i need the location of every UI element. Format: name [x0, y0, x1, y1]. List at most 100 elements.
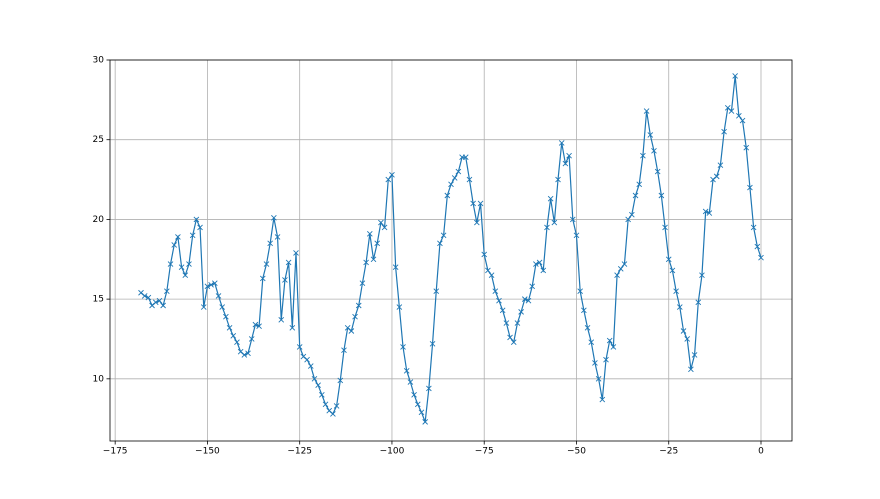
data-marker — [440, 232, 447, 239]
data-marker — [739, 117, 746, 124]
y-tick-label: 25 — [93, 135, 104, 145]
data-marker — [293, 250, 299, 256]
data-marker — [200, 304, 207, 310]
data-marker — [392, 264, 399, 271]
data-marker — [474, 219, 480, 226]
data-marker — [304, 356, 310, 363]
data-marker — [717, 162, 724, 169]
data-marker — [499, 307, 506, 314]
data-marker — [470, 200, 476, 207]
data-marker — [252, 321, 259, 328]
data-marker — [451, 175, 458, 181]
data-marker — [407, 379, 414, 385]
data-marker — [385, 176, 392, 183]
data-marker — [337, 377, 344, 384]
data-marker — [732, 73, 738, 79]
data-marker — [189, 232, 196, 239]
data-marker — [330, 411, 336, 417]
x-tick-label: −150 — [195, 447, 220, 457]
data-marker — [355, 302, 362, 309]
data-marker — [267, 240, 273, 247]
data-marker — [363, 259, 369, 266]
data-marker — [333, 403, 340, 409]
data-marker — [197, 224, 203, 231]
data-marker — [673, 288, 679, 294]
data-marker — [518, 309, 524, 315]
data-marker — [411, 391, 417, 398]
data-marker — [296, 344, 303, 350]
data-marker — [536, 259, 543, 266]
data-marker — [282, 277, 288, 283]
data-marker — [540, 267, 547, 274]
data-marker — [230, 332, 237, 339]
data-marker — [577, 288, 583, 294]
data-marker — [164, 288, 170, 294]
data-marker — [429, 340, 436, 347]
data-marker — [400, 344, 406, 350]
data-marker — [754, 243, 761, 250]
data-marker — [389, 171, 395, 178]
data-marker — [215, 293, 222, 299]
data-marker — [496, 297, 502, 304]
data-marker — [182, 272, 189, 279]
data-marker — [248, 336, 255, 342]
data-marker — [156, 297, 163, 304]
data-marker — [747, 184, 753, 191]
x-tick-label: −75 — [475, 447, 494, 457]
data-marker — [211, 280, 218, 286]
data-marker — [614, 272, 620, 279]
data-marker — [562, 160, 569, 167]
data-marker — [758, 254, 764, 261]
x-tick-label: −50 — [567, 447, 586, 457]
y-tick-label: 10 — [93, 374, 105, 384]
data-marker — [636, 181, 643, 188]
data-marker — [370, 256, 377, 263]
data-marker — [315, 382, 321, 389]
data-marker — [640, 152, 646, 159]
data-marker — [160, 302, 166, 309]
data-marker — [688, 366, 694, 373]
data-marker — [462, 154, 469, 161]
data-marker — [418, 409, 425, 416]
x-tick-label: −175 — [103, 447, 128, 457]
data-marker — [573, 232, 580, 239]
data-marker — [691, 352, 698, 358]
data-marker — [186, 261, 192, 267]
data-marker — [193, 216, 200, 223]
data-marker — [629, 211, 635, 218]
x-tick-label: −125 — [287, 447, 312, 457]
data-marker — [592, 360, 598, 366]
data-marker — [141, 293, 148, 299]
data-marker — [632, 192, 639, 199]
data-marker — [256, 323, 262, 330]
data-marker — [702, 208, 709, 215]
data-marker — [348, 328, 355, 334]
data-marker — [695, 299, 702, 306]
data-marker — [366, 230, 373, 237]
data-marker — [481, 251, 488, 258]
data-marker — [610, 344, 617, 350]
data-marker — [241, 352, 248, 358]
data-marker — [581, 307, 587, 314]
data-marker — [374, 240, 381, 247]
data-marker — [278, 317, 285, 323]
data-marker — [289, 324, 296, 331]
data-marker — [521, 296, 528, 302]
data-marker — [533, 261, 539, 267]
data-marker — [676, 304, 683, 310]
data-marker — [569, 216, 576, 223]
data-marker — [680, 328, 687, 334]
data-marker — [713, 173, 720, 180]
data-marker — [503, 320, 510, 326]
data-marker — [647, 132, 654, 138]
data-marker — [359, 280, 366, 286]
data-marker — [643, 108, 650, 114]
y-tick-label: 15 — [93, 295, 104, 305]
data-marker — [603, 356, 609, 363]
data-marker — [588, 339, 595, 345]
data-marker — [414, 401, 421, 408]
data-marker — [223, 313, 229, 320]
data-marker — [721, 128, 727, 135]
data-marker — [208, 281, 214, 288]
